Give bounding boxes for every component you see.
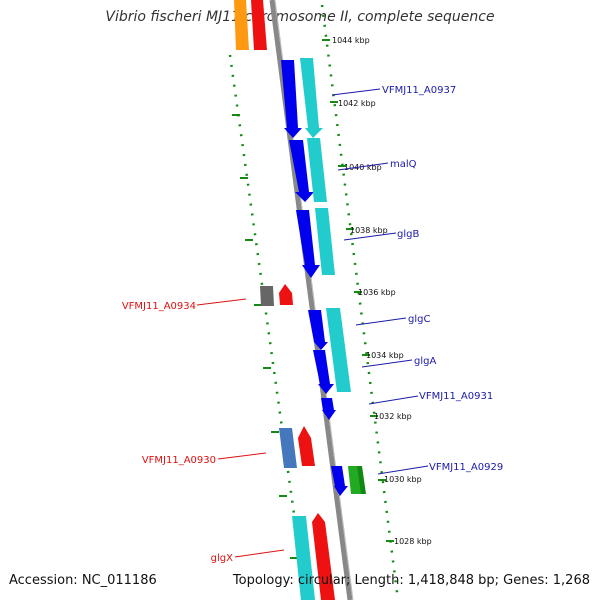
gene-glgb-shadow[interactable] [315,208,335,275]
leader-vfmj11-a0929 [377,465,429,475]
label-glgb: glgB [397,229,419,240]
gene-vfmj11-a0930-blue[interactable] [279,428,297,468]
leader-malq [337,162,389,171]
label-glgc: glgC [408,314,430,325]
ruler-label-1040: 1040 kbp [344,163,382,172]
map-title: Vibrio fischeri MJ11 chromosome II, comp… [105,9,495,25]
accession-text: Accession: NC_011186 [9,573,157,588]
label-glgx: glgX [211,553,233,564]
gene-red-top[interactable] [251,0,267,50]
leader-vfmj11-a0931 [368,395,419,405]
gene-vfmj11-a0934-red[interactable] [279,284,293,305]
gene-vfmj11-a0931[interactable] [321,398,336,420]
gene-glgx-cyan[interactable] [292,516,315,600]
inner-major-ticks [232,114,298,559]
gene-glgc[interactable] [308,310,328,350]
gene-malq-shadow[interactable] [307,138,327,202]
ruler-label-1032: 1032 kbp [374,412,412,421]
ruler-label-1038: 1038 kbp [350,226,388,235]
leader-glgx [234,549,285,558]
gene-glgx-red[interactable] [312,513,335,600]
leader-vfmj11-a0937 [331,88,381,96]
leader-glga [361,359,413,368]
label-glga: glgA [414,356,436,367]
leader-glgb [343,232,397,241]
label-vfmj11-a0934: VFMJ11_A0934 [122,301,196,312]
label-vfmj11-a0931: VFMJ11_A0931 [419,391,493,402]
gene-malq[interactable] [289,140,314,202]
label-vfmj11-a0937: VFMJ11_A0937 [382,85,456,96]
ruler-label-1042: 1042 kbp [338,99,376,108]
leader-glgc [355,317,407,326]
label-vfmj11-a0929: VFMJ11_A0929 [429,462,503,473]
label-malq: malQ [390,159,417,170]
ruler-inner [228,54,308,600]
gene-vfmj11-a0929-green-dark[interactable] [357,466,366,494]
ruler-label-1034: 1034 kbp [366,351,404,360]
label-vfmj11-a0930: VFMJ11_A0930 [142,455,216,466]
gene-glgb[interactable] [296,210,320,278]
leader-vfmj11-a0934 [196,298,247,306]
ruler-label-1036: 1036 kbp [358,288,396,297]
summary-text: Topology: circular; Length: 1,418,848 bp… [232,573,590,588]
gene-vfmj11-a0930-red[interactable] [298,426,315,466]
gene-vfmj11-a0937[interactable] [281,60,302,138]
gene-vfmj11-a0937-shadow[interactable] [300,58,323,138]
gene-orange-top[interactable] [234,0,249,50]
ruler-label-1044: 1044 kbp [332,36,370,45]
gene-vfmj11-a0934-gray[interactable] [260,286,274,306]
outer-major-ticks [322,39,394,542]
leader-vfmj11-a0930 [217,452,267,460]
gene-glga[interactable] [313,350,334,394]
gene-glgc-shadow[interactable] [326,308,351,392]
ruler-label-1028: 1028 kbp [394,537,432,546]
ruler-label-1030: 1030 kbp [384,475,422,484]
gene-vfmj11-a0929-blue[interactable] [331,466,348,496]
